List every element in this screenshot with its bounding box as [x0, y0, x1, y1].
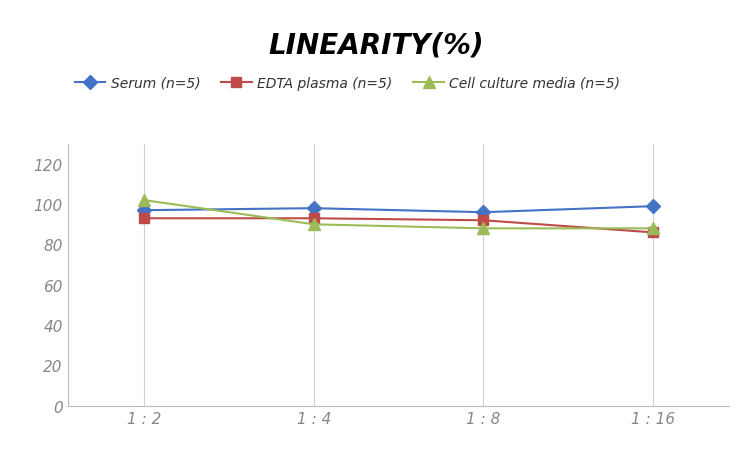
Serum (n=5) [140, 208, 149, 213]
EDTA plasma (n=5) [479, 218, 488, 224]
Legend: Serum (n=5), EDTA plasma (n=5), Cell culture media (n=5): Serum (n=5), EDTA plasma (n=5), Cell cul… [74, 76, 620, 90]
Serum (n=5) [648, 204, 657, 209]
Cell culture media (n=5) [140, 198, 149, 203]
Serum (n=5) [309, 206, 318, 212]
Cell culture media (n=5) [309, 222, 318, 227]
Line: EDTA plasma (n=5): EDTA plasma (n=5) [139, 214, 658, 238]
Text: LINEARITY(%): LINEARITY(%) [268, 32, 484, 60]
Cell culture media (n=5) [479, 226, 488, 231]
EDTA plasma (n=5) [140, 216, 149, 221]
Serum (n=5) [479, 210, 488, 216]
Line: Cell culture media (n=5): Cell culture media (n=5) [138, 194, 660, 235]
EDTA plasma (n=5) [309, 216, 318, 221]
EDTA plasma (n=5) [648, 230, 657, 235]
Line: Serum (n=5): Serum (n=5) [139, 202, 658, 217]
Cell culture media (n=5) [648, 226, 657, 231]
